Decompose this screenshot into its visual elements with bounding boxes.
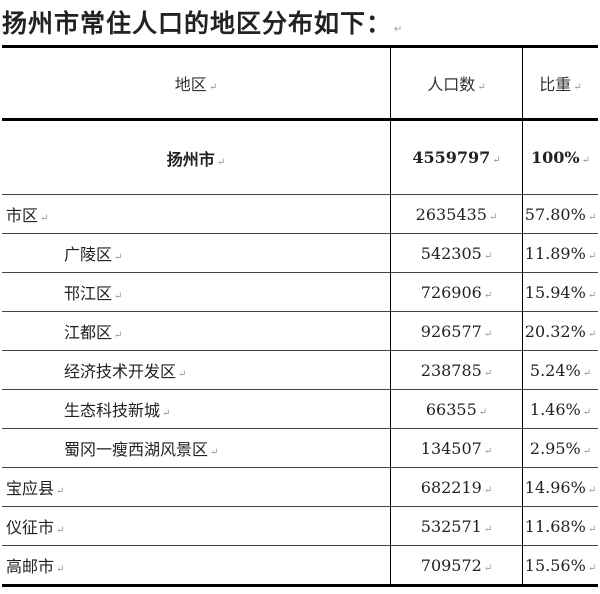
table-row: 经济技术开发区 ↵ 238785 ↵ 5.24% ↵ [2, 350, 598, 390]
share-cell: 11.89% ↵ [522, 233, 598, 273]
table-row: 仪征市 ↵ 532571 ↵ 11.68% ↵ [2, 506, 598, 546]
table-row: 市区 ↵ 2635435 ↵ 57.80% ↵ [2, 194, 598, 234]
document-title: 扬州市常住人口的地区分布如下： ↵ [2, 4, 403, 40]
region-cell: 广陵区 ↵ [64, 245, 123, 264]
population-cell: 709572 ↵ [390, 545, 523, 586]
total-row: 扬州市 ↵ 4559797 ↵ 100% ↵ [2, 119, 598, 195]
population-cell: 238785 ↵ [390, 350, 523, 390]
share-cell: 14.96% ↵ [522, 467, 598, 507]
total-region: 扬州市 ↵ [166, 149, 226, 169]
table-row: 邗江区 ↵ 726906 ↵ 15.94% ↵ [2, 272, 598, 312]
table-row: 蜀冈一瘦西湖风景区 ↵ 134507 ↵ 2.95% ↵ [2, 428, 598, 468]
table-row: 广陵区 ↵ 542305 ↵ 11.89% ↵ [2, 233, 598, 273]
population-cell: 926577 ↵ [390, 311, 523, 351]
region-cell: 生态科技新城 ↵ [64, 401, 171, 420]
header-region: 地区 ↵ [174, 75, 218, 94]
population-cell: 542305 ↵ [390, 233, 523, 273]
paragraph-mark-icon: ↵ [394, 24, 404, 35]
table-row: 宝应县 ↵ 682219 ↵ 14.96% ↵ [2, 467, 598, 507]
total-share: 100% ↵ [522, 119, 598, 195]
region-cell: 仪征市 ↵ [6, 518, 65, 537]
share-cell: 1.46% ↵ [522, 389, 598, 429]
population-cell: 532571 ↵ [390, 506, 523, 546]
region-cell: 宝应县 ↵ [6, 479, 65, 498]
population-table: 地区 ↵ 人口数 ↵ 比重 ↵ 扬州市 ↵ 4559797 ↵ 100% ↵ 市区 ↵ 2635… [2, 45, 598, 587]
table-row: 高邮市 ↵ 709572 ↵ 15.56% ↵ [2, 545, 598, 586]
total-population: 4559797 ↵ [390, 119, 523, 195]
share-cell: 2.95% ↵ [522, 428, 598, 468]
region-cell: 市区 ↵ [6, 206, 49, 225]
population-cell: 726906 ↵ [390, 272, 523, 312]
region-cell: 江都区 ↵ [64, 323, 123, 342]
share-cell: 20.32% ↵ [522, 311, 598, 351]
region-cell: 经济技术开发区 ↵ [64, 362, 187, 381]
region-cell: 邗江区 ↵ [64, 284, 123, 303]
population-cell: 2635435 ↵ [390, 194, 523, 234]
region-cell: 蜀冈一瘦西湖风景区 ↵ [64, 440, 219, 459]
region-cell: 高邮市 ↵ [6, 557, 65, 576]
share-cell: 11.68% ↵ [522, 506, 598, 546]
table-row: 生态科技新城 ↵ 66355 ↵ 1.46% ↵ [2, 389, 598, 429]
table-row: 江都区 ↵ 926577 ↵ 20.32% ↵ [2, 311, 598, 351]
share-cell: 57.80% ↵ [522, 194, 598, 234]
share-cell: 15.94% ↵ [522, 272, 598, 312]
population-cell: 682219 ↵ [390, 467, 523, 507]
header-share: 比重 ↵ [522, 46, 598, 120]
header-population: 人口数 ↵ [390, 46, 523, 120]
population-cell: 66355 ↵ [390, 389, 523, 429]
population-cell: 134507 ↵ [390, 428, 523, 468]
table-header-row: 地区 ↵ 人口数 ↵ 比重 ↵ [2, 46, 598, 120]
title-text: 扬州市常住人口的地区分布如下： [2, 9, 393, 38]
share-cell: 15.56% ↵ [522, 545, 598, 586]
share-cell: 5.24% ↵ [522, 350, 598, 390]
